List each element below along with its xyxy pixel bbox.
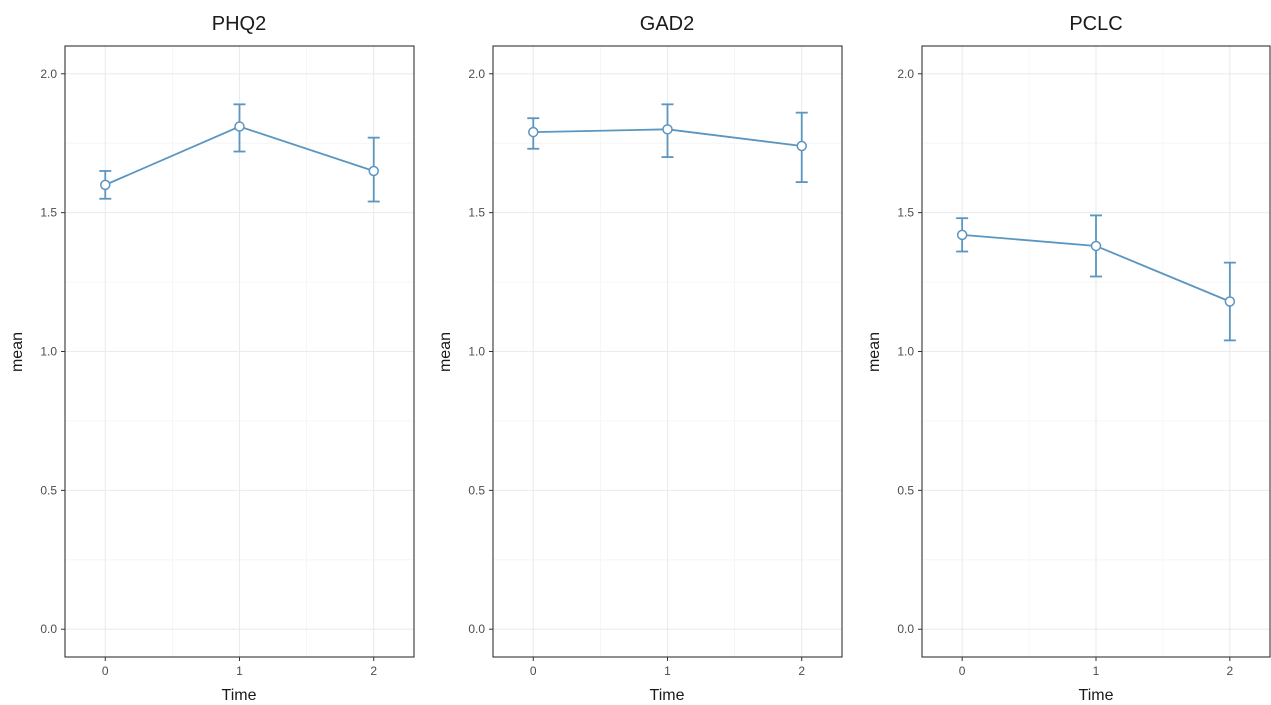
x-tick-label: 1 bbox=[1093, 664, 1100, 678]
grid-lines bbox=[922, 46, 1270, 657]
data-point bbox=[796, 140, 807, 152]
data-point bbox=[368, 165, 379, 177]
x-tick-label: 2 bbox=[370, 664, 377, 678]
chart-panel-gad2: GAD2 Time mean 0.0 0.5 1.0 1.5 2.0 0 1 2 bbox=[437, 13, 843, 704]
data-point bbox=[1224, 296, 1236, 307]
x-axis-title: Time bbox=[1079, 687, 1114, 704]
panel-title: GAD2 bbox=[640, 13, 694, 35]
y-tick-label: 1.5 bbox=[897, 206, 914, 220]
data-point bbox=[956, 229, 968, 241]
x-tick-label: 0 bbox=[530, 664, 537, 678]
data-point bbox=[100, 179, 111, 191]
y-tick-label: 0.5 bbox=[468, 483, 485, 497]
x-tick-label: 2 bbox=[798, 664, 805, 678]
y-axis-title: mean bbox=[866, 332, 883, 372]
x-tick-label: 0 bbox=[102, 664, 109, 678]
y-axis-title: mean bbox=[9, 332, 26, 372]
y-tick-label: 1.5 bbox=[468, 206, 485, 220]
panel-title: PHQ2 bbox=[212, 13, 266, 35]
data-point bbox=[234, 121, 245, 132]
x-axis-title: Time bbox=[650, 687, 685, 704]
y-axis-title: mean bbox=[437, 332, 454, 372]
y-tick-label: 0.0 bbox=[40, 622, 57, 636]
y-tick-label: 1.0 bbox=[468, 345, 485, 359]
y-tick-label: 0.5 bbox=[40, 483, 57, 497]
y-tick-label: 2.0 bbox=[897, 67, 914, 81]
y-tick-label: 1.0 bbox=[897, 345, 914, 359]
x-tick-label: 1 bbox=[664, 664, 671, 678]
y-tick-label: 2.0 bbox=[468, 67, 485, 81]
panel-border bbox=[921, 45, 1271, 658]
chart-panel-phq2: PHQ2 Time mean 0.0 0.5 1.0 1.5 2.0 0 1 2 bbox=[9, 13, 415, 704]
x-tick-label: 1 bbox=[236, 664, 243, 678]
y-tick-label: 0.0 bbox=[897, 622, 914, 636]
chart-panel-pclc: PCLC Time mean 0.0 0.5 1.0 1.5 2.0 0 1 2 bbox=[866, 13, 1271, 704]
data-point bbox=[662, 124, 673, 135]
y-tick-label: 1.5 bbox=[40, 206, 57, 220]
data-point bbox=[528, 126, 539, 138]
data-point bbox=[1090, 240, 1102, 252]
panel-border bbox=[492, 45, 843, 658]
x-tick-label: 0 bbox=[959, 664, 966, 678]
y-tick-label: 0.5 bbox=[897, 483, 914, 497]
y-tick-label: 1.0 bbox=[40, 345, 57, 359]
x-axis-title: Time bbox=[222, 687, 257, 704]
y-tick-label: 2.0 bbox=[40, 67, 57, 81]
x-tick-label: 2 bbox=[1227, 664, 1234, 678]
y-tick-label: 0.0 bbox=[468, 622, 485, 636]
panel-title: PCLC bbox=[1069, 13, 1122, 35]
panel-border bbox=[64, 45, 415, 658]
